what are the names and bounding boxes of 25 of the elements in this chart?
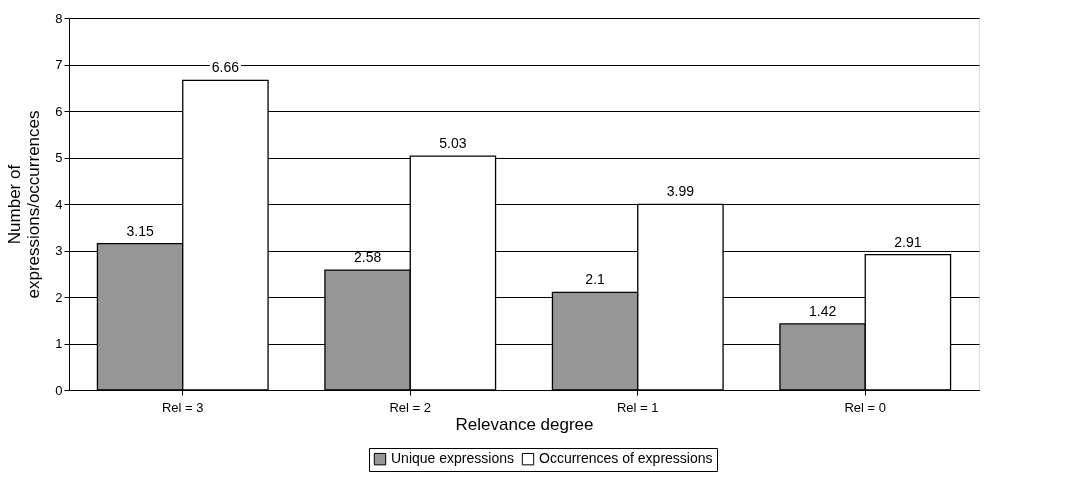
y-axis-title: Number of expressions/occurrences [5,110,44,299]
y-tick-label: 3 [55,243,63,258]
y-tick-label: 6 [55,103,63,119]
x-tick-label: Rel = 2 [389,399,432,415]
y-tick-label: 1 [55,336,63,351]
y-tick-label: 5 [55,150,63,165]
data-label: 3.15 [126,222,154,239]
legend-label: Occurrences of expressions [539,450,713,467]
data-label: 2.58 [353,249,382,266]
legend-label: Unique expressions [391,450,514,467]
data-label: 2.91 [894,233,922,250]
y-tick-label: 0 [55,382,63,398]
data-label: 6.66 [211,59,240,76]
x-tick-label: Rel = 1 [616,399,659,415]
data-label: 1.42 [808,302,837,319]
data-label: 2.1 [585,271,606,288]
x-tick-label: Rel = 0 [844,399,887,415]
x-axis-title: Relevance degree [455,414,594,434]
data-label: 5.03 [439,135,467,152]
y-tick-label: 4 [55,196,63,212]
y-tick-label: 8 [55,10,63,26]
y-tick-label: 7 [55,57,63,72]
y-tick-label: 2 [55,289,63,305]
data-label: 3.99 [666,183,695,200]
x-tick-label: Rel = 3 [161,399,204,415]
